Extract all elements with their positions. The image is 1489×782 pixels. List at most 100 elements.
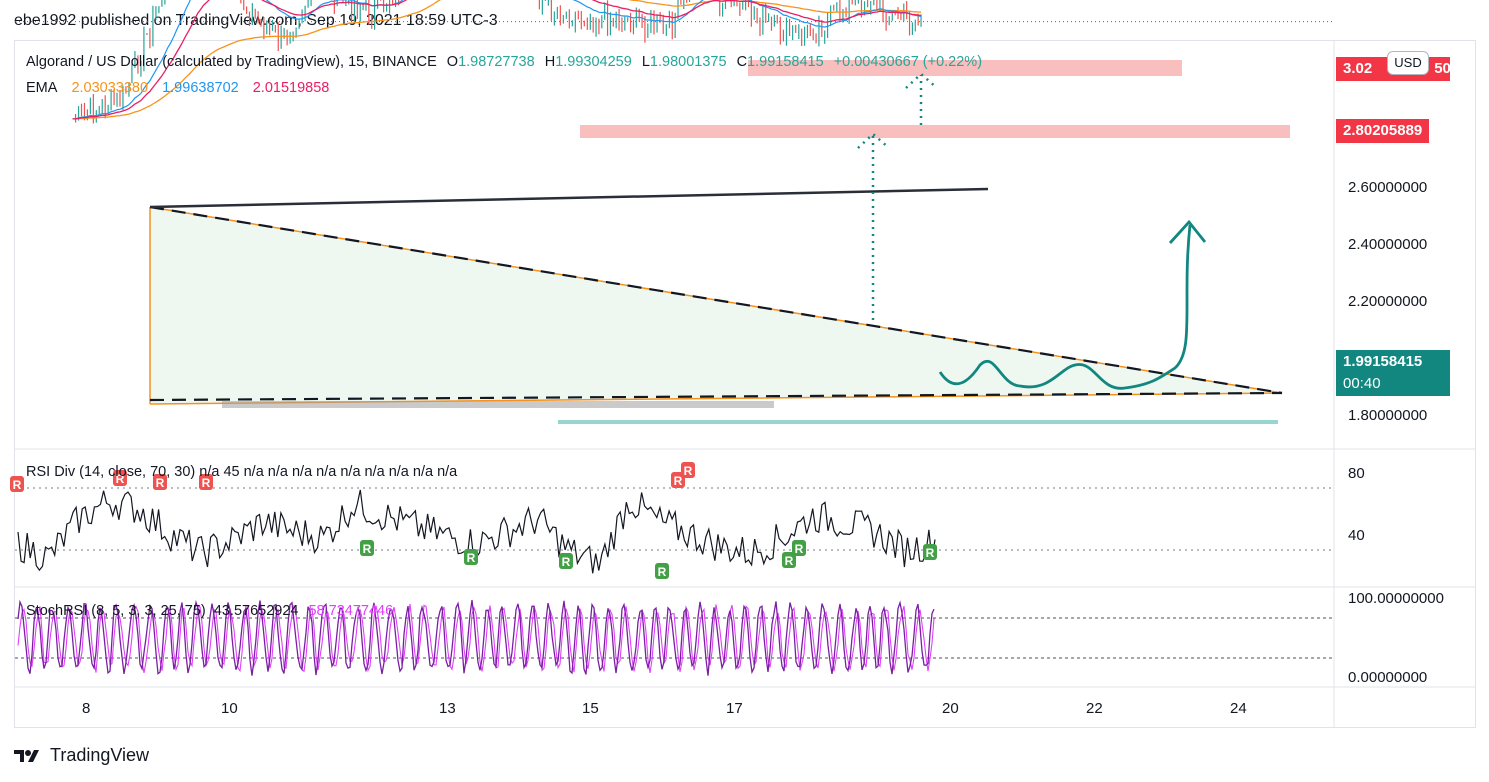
rsi-bullish-marker: R: [655, 563, 669, 579]
change-value: +0.00430667 (+0.22%): [833, 54, 983, 70]
bullish-marker-label: R: [562, 555, 571, 569]
low-label: L: [641, 54, 650, 70]
stoch-k-value: 43.57652924: [213, 603, 299, 619]
currency-button[interactable]: USD: [1387, 51, 1429, 75]
bullish-marker-label: R: [658, 565, 667, 579]
price-level-220: 2.20000000: [1348, 293, 1428, 310]
low-value: 1.98001375: [649, 54, 727, 70]
symbol-legend: Algorand / US Dollar (calculated by Trad…: [26, 54, 988, 70]
rsi-level-80: 80: [1348, 465, 1365, 482]
ema-value-2: 1.99638702: [162, 80, 239, 96]
stoch-title: StochRSI (8, 5, 3, 3, 25, 75): [26, 603, 206, 619]
rsi-bullish-marker: R: [792, 540, 806, 556]
symbol-title: Algorand / US Dollar (calculated by Trad…: [26, 54, 437, 70]
price-tag-top-tail: 50: [1434, 60, 1451, 77]
bullish-marker-label: R: [785, 554, 794, 568]
price-level-180: 1.80000000: [1348, 407, 1428, 424]
open-label: O: [446, 54, 459, 70]
stoch-level-0: 0.00000000: [1348, 669, 1428, 686]
stoch-d-value: 58.73477446: [308, 603, 394, 619]
price-tag-top-head: 3.02: [1343, 60, 1373, 77]
time-label-13: 13: [439, 700, 456, 717]
ema-legend: EMA 2.03033380 1.99638702 2.01519858: [26, 80, 335, 96]
high-label: H: [544, 54, 556, 70]
price-tag-last: 1.99158415 00:40: [1336, 350, 1450, 396]
bullish-marker-label: R: [926, 546, 935, 560]
bullish-marker-bg: [923, 544, 937, 560]
rsi-bullish-marker: R: [360, 540, 374, 556]
rsi-bearish-marker: R: [681, 462, 695, 478]
bearish-marker-label: R: [684, 464, 693, 478]
bearish-marker-bg: [153, 474, 167, 490]
chart-frame: [14, 40, 1476, 728]
bullish-marker-bg: [782, 552, 796, 568]
resistance-zone-top: [748, 60, 1182, 76]
close-label: C: [736, 54, 748, 70]
dashed-trend-bottom: [149, 391, 1283, 402]
stoch-k-line: [17, 599, 935, 676]
bearish-marker-bg: [10, 476, 24, 492]
high-value: 1.99304259: [555, 54, 632, 70]
ema-line-mid: [72, 0, 922, 120]
tradingview-logo[interactable]: TradingView: [14, 745, 149, 766]
bullish-marker-label: R: [795, 542, 804, 556]
bullish-marker-bg: [464, 549, 478, 565]
bearish-marker-label: R: [674, 474, 683, 488]
dashed-trend-top: [149, 205, 1283, 395]
rsi-bullish-marker: R: [464, 549, 478, 565]
stoch-d-line: [17, 604, 935, 673]
time-label-24: 24: [1230, 700, 1247, 717]
time-label-8: 8: [82, 700, 91, 717]
wedge-fill: [150, 207, 1282, 404]
rsi-bullish-marker: R: [559, 553, 573, 569]
bullish-marker-bg: [655, 563, 669, 579]
bar-countdown: 00:40: [1343, 375, 1381, 392]
rsi-bullish-marker: R: [923, 544, 937, 560]
time-label-10: 10: [221, 700, 238, 717]
price-level-260: 2.60000000: [1348, 179, 1428, 196]
bearish-marker-label: R: [116, 472, 125, 486]
resistance-zone-mid: [580, 125, 1290, 138]
bullish-marker-label: R: [363, 542, 372, 556]
ema-value-1: 2.03033380: [71, 80, 149, 96]
bearish-marker-label: R: [156, 476, 165, 490]
rsi-bearish-marker: R: [113, 470, 127, 486]
rsi-bearish-marker: R: [153, 474, 167, 490]
publisher-header: ebe1992 published on TradingView.com, Se…: [14, 12, 498, 29]
tradingview-wordmark: TradingView: [50, 745, 150, 765]
projection-path: [938, 224, 1192, 390]
time-label-22: 22: [1086, 700, 1103, 717]
support-zone-gray: [222, 401, 774, 408]
price-level-240: 2.40000000: [1348, 236, 1428, 253]
upper-trend-line: [149, 187, 989, 209]
rsi-level-40: 40: [1348, 527, 1365, 544]
ema-line-slow: [72, 0, 922, 120]
bullish-marker-bg: [559, 553, 573, 569]
bullish-marker-label: R: [467, 551, 476, 565]
price-tag-resistance: 2.80205889: [1336, 119, 1430, 143]
time-label-15: 15: [582, 700, 599, 717]
bullish-marker-bg: [792, 540, 806, 556]
ema-line-fast: [72, 0, 922, 120]
candlestick-series: [74, 0, 922, 124]
ema-value-3: 2.01519858: [252, 80, 330, 96]
close-value: 1.99158415: [747, 54, 824, 70]
bearish-marker-bg: [681, 462, 695, 478]
ema-label: EMA: [26, 80, 58, 96]
time-label-20: 20: [942, 700, 959, 717]
open-value: 1.98727738: [458, 54, 535, 70]
last-price: 1.99158415: [1343, 353, 1423, 370]
bearish-marker-bg: [199, 474, 213, 490]
stoch-legend: StochRSI (8, 5, 3, 3, 25, 75) 43.5765292…: [26, 603, 393, 619]
bearish-marker-label: R: [202, 476, 211, 490]
rsi-bearish-marker: R: [10, 476, 24, 492]
rsi-bearish-marker: R: [199, 474, 213, 490]
bearish-marker-label: R: [13, 478, 22, 492]
rsi-legend: RSI Div (14, close, 70, 30) n/a 45 n/a n…: [26, 464, 458, 480]
time-label-17: 17: [726, 700, 743, 717]
rsi-bullish-marker: R: [782, 552, 796, 568]
bearish-marker-bg: [113, 470, 127, 486]
stoch-level-100: 100.00000000: [1348, 590, 1444, 607]
projection-arrowhead: [1168, 219, 1207, 244]
